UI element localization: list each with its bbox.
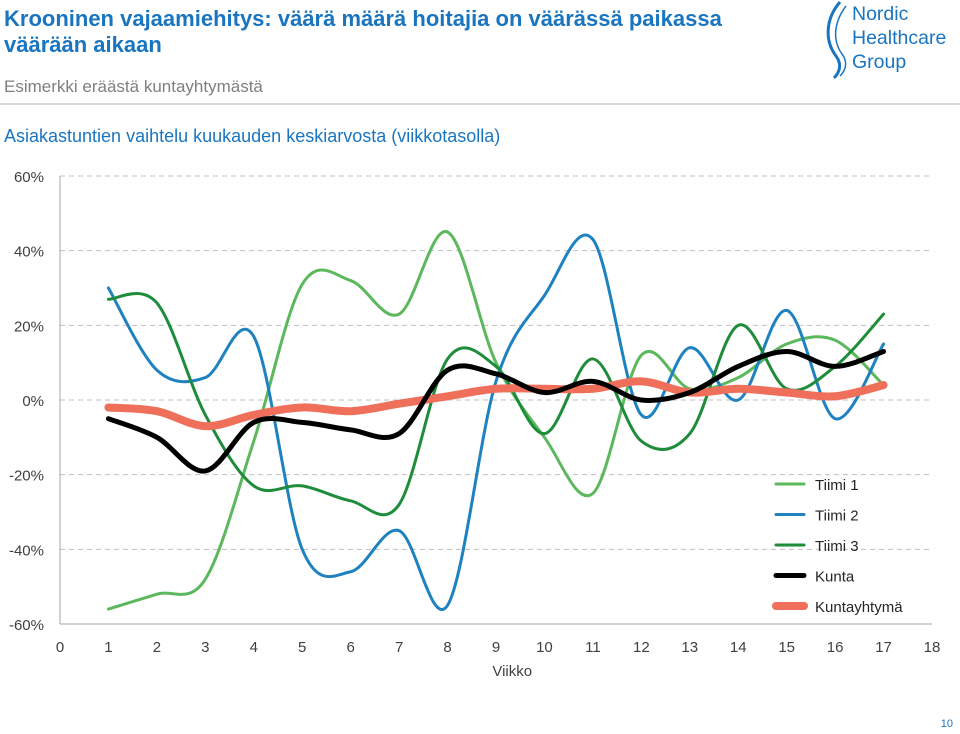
y-tick-label: -20% xyxy=(9,468,44,485)
header-divider xyxy=(0,103,960,105)
x-tick-label: 12 xyxy=(633,639,650,656)
x-axis-label: Viikko xyxy=(492,663,532,680)
x-tick-label: 6 xyxy=(346,639,354,656)
slide-title: Krooninen vajaamiehitys: väärä määrä hoi… xyxy=(4,6,722,57)
logo-text: Nordic Healthcare Group xyxy=(852,2,946,74)
chart-title: Asiakastuntien vaihtelu kuukauden keskia… xyxy=(4,126,501,146)
y-tick-label: 0% xyxy=(22,393,44,410)
x-tick-label: 14 xyxy=(730,639,747,656)
y-tick-label: 60% xyxy=(14,169,44,186)
x-tick-label: 0 xyxy=(56,639,64,656)
logo-swoosh-icon xyxy=(826,1,847,80)
page-number: 10 xyxy=(940,718,953,730)
x-tick-label: 10 xyxy=(536,639,553,656)
x-tick-label: 4 xyxy=(250,639,258,656)
x-tick-label: 18 xyxy=(924,639,941,656)
logo-line: Healthcare xyxy=(852,27,947,49)
series-line-4 xyxy=(105,348,887,474)
slide-subtitle: Esimerkki eräästä kuntayhtymästä xyxy=(4,77,263,96)
x-tick-label: 5 xyxy=(298,639,306,656)
y-tick-label: 40% xyxy=(14,244,44,261)
logo-line: Nordic xyxy=(852,3,909,25)
x-tick-label: 3 xyxy=(201,639,209,656)
nordic-healthcare-group-logo: Nordic Healthcare Group xyxy=(822,0,958,82)
x-tick-label: 11 xyxy=(585,639,601,656)
logo-line: Group xyxy=(852,51,907,73)
legend-label: Tiimi 1 xyxy=(815,477,859,494)
legend-label: Tiimi 2 xyxy=(815,508,859,525)
series-line-5 xyxy=(104,377,888,431)
x-tick-label: 8 xyxy=(443,639,451,656)
x-tick-label: 1 xyxy=(104,639,112,656)
legend-label: Kuntayhtymä xyxy=(815,599,903,616)
y-tick-label: -40% xyxy=(9,542,44,559)
x-tick-label: 17 xyxy=(875,639,892,656)
x-tick-label: 15 xyxy=(778,639,795,656)
x-tick-label: 9 xyxy=(492,639,500,656)
x-tick-label: 13 xyxy=(681,639,698,656)
y-tick-label: -60% xyxy=(9,617,44,634)
legend-label: Tiimi 3 xyxy=(815,538,859,555)
x-tick-label: 16 xyxy=(827,639,844,656)
series-line-3 xyxy=(106,291,886,517)
y-tick-label: 20% xyxy=(14,318,44,335)
x-tick-label: 2 xyxy=(153,639,161,656)
legend-label: Kunta xyxy=(815,569,855,586)
x-tick-label: 7 xyxy=(395,639,403,656)
